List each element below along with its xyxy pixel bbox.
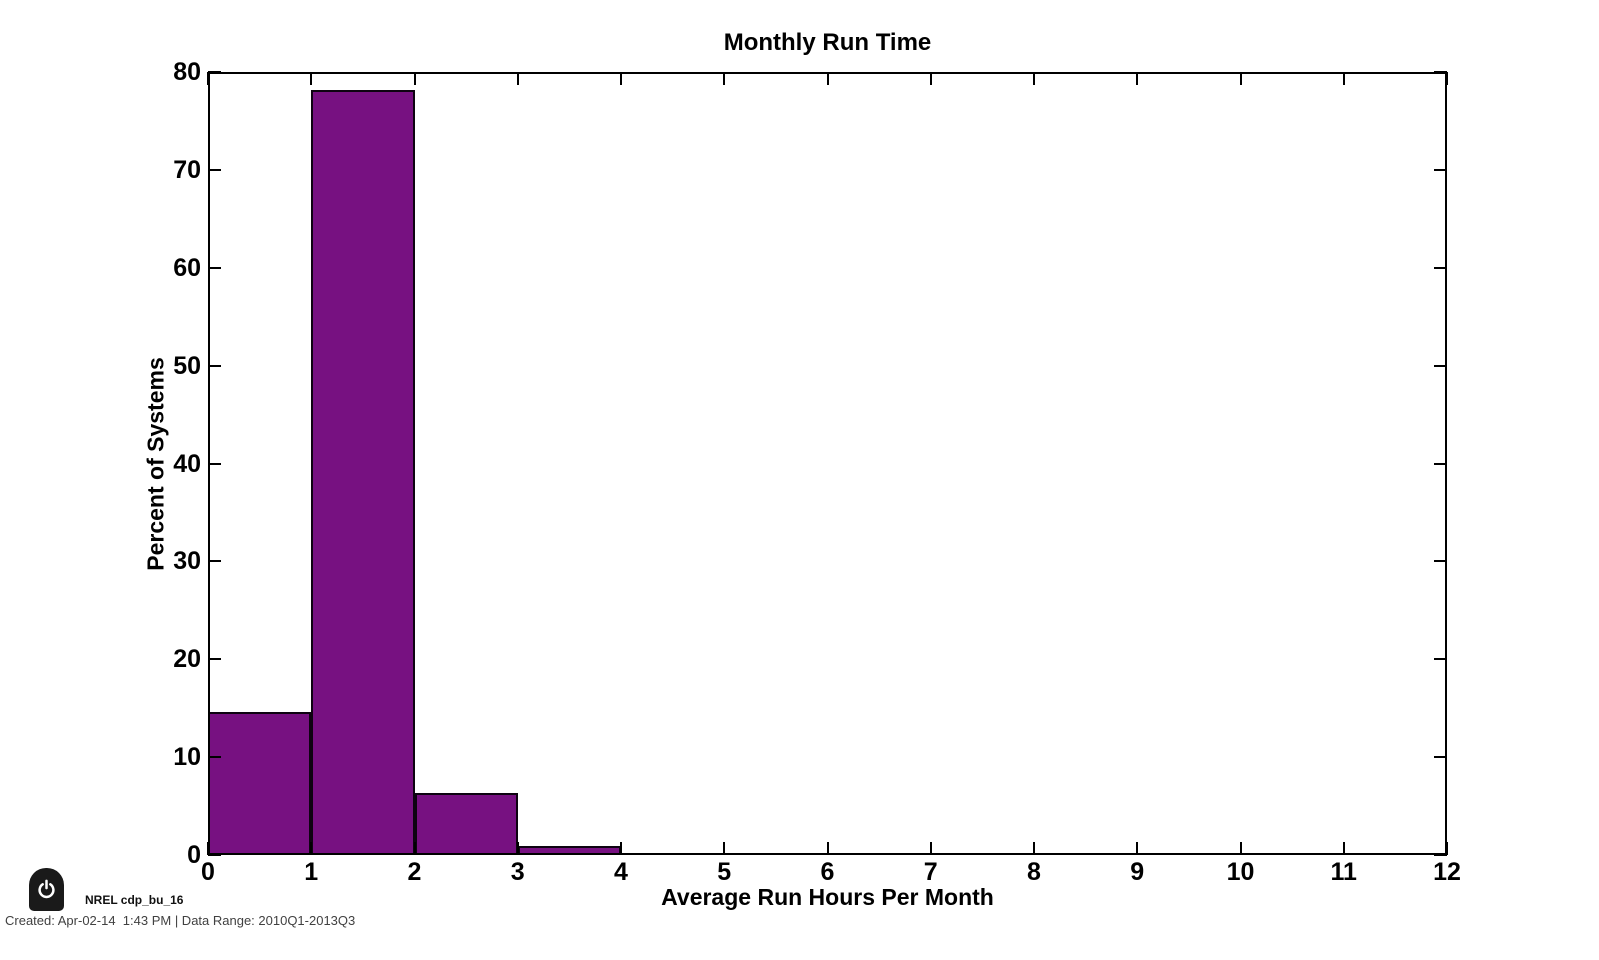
y-tick-mark-right	[1434, 756, 1447, 759]
x-tick-mark-top	[1136, 72, 1139, 85]
x-tick-mark	[310, 842, 313, 855]
x-tick-mark	[723, 842, 726, 855]
y-tick-mark	[208, 168, 221, 171]
x-axis-label: Average Run Hours Per Month	[661, 884, 994, 910]
x-tick-mark	[1136, 842, 1139, 855]
x-tick-mark-top	[207, 72, 209, 85]
x-tick-label: 11	[1330, 858, 1357, 886]
y-tick-mark	[208, 462, 221, 465]
x-tick-label: 10	[1226, 858, 1255, 886]
histogram-bar	[311, 89, 415, 855]
y-tick-label: 20	[173, 645, 201, 674]
x-tick-label: 8	[1027, 858, 1041, 886]
histogram-bar	[208, 712, 312, 855]
x-tick-mark-top	[310, 72, 313, 85]
x-tick-mark-top	[620, 72, 622, 85]
x-tick-label: 1	[304, 858, 319, 886]
x-tick-mark	[1446, 842, 1448, 855]
histogram-bar	[517, 846, 621, 855]
y-tick-mark	[208, 71, 221, 73]
y-tick-mark-right	[1434, 168, 1447, 171]
x-tick-label: 12	[1433, 858, 1461, 886]
x-tick-mark	[413, 842, 416, 855]
y-tick-mark-right	[1434, 854, 1447, 856]
x-tick-mark-top	[723, 72, 726, 85]
y-tick-label: 30	[173, 547, 201, 576]
x-tick-mark	[1239, 842, 1242, 855]
x-tick-mark	[1033, 842, 1035, 855]
power-icon	[38, 879, 55, 899]
x-tick-mark-top	[1446, 72, 1448, 85]
x-tick-mark-top	[826, 72, 829, 85]
x-tick-mark	[929, 842, 932, 855]
x-tick-mark-top	[929, 72, 932, 85]
x-tick-label: 4	[614, 858, 628, 886]
footer-brand-label: NREL cdp_bu_16	[85, 893, 184, 907]
x-tick-label: 2	[407, 858, 422, 886]
y-tick-label: 60	[173, 253, 201, 282]
x-tick-mark-top	[1239, 72, 1242, 85]
y-tick-mark	[208, 560, 221, 563]
y-tick-mark-right	[1434, 560, 1447, 563]
y-tick-mark-right	[1434, 658, 1447, 661]
x-tick-label: 0	[201, 858, 215, 886]
x-tick-label: 9	[1130, 858, 1145, 886]
x-tick-mark-top	[516, 72, 519, 85]
plot-area	[207, 71, 1448, 856]
x-tick-label: 7	[923, 858, 938, 886]
y-tick-label: 50	[173, 351, 201, 380]
y-tick-label: 0	[187, 841, 201, 869]
x-tick-label: 3	[510, 858, 525, 886]
x-tick-mark-top	[413, 72, 416, 85]
x-tick-label: 5	[717, 858, 732, 886]
y-tick-mark	[208, 364, 221, 367]
nrel-logo-badge	[29, 868, 64, 911]
y-tick-mark-right	[1434, 364, 1447, 367]
x-tick-mark-top	[1033, 72, 1035, 85]
x-tick-mark-top	[1342, 72, 1345, 85]
y-tick-mark	[208, 266, 221, 269]
x-tick-label: 6	[820, 858, 835, 886]
x-tick-mark	[516, 842, 519, 855]
y-tick-mark-right	[1434, 266, 1447, 269]
x-tick-mark	[1342, 842, 1345, 855]
footer-created-line: Created: Apr-02-14 1:43 PM | Data Range:…	[5, 913, 356, 928]
y-tick-mark-right	[1434, 462, 1447, 465]
y-tick-mark	[208, 756, 221, 759]
histogram-bar	[414, 793, 518, 855]
y-tick-label: 10	[173, 743, 201, 772]
y-tick-label: 40	[173, 449, 201, 478]
y-tick-mark	[208, 658, 221, 661]
y-tick-mark-right	[1434, 71, 1447, 73]
x-tick-mark	[826, 842, 829, 855]
x-tick-mark	[620, 842, 622, 855]
chart-title: Monthly Run Time	[723, 29, 932, 56]
y-tick-label: 80	[173, 58, 201, 86]
y-tick-mark	[208, 854, 221, 856]
y-tick-label: 70	[173, 155, 201, 184]
